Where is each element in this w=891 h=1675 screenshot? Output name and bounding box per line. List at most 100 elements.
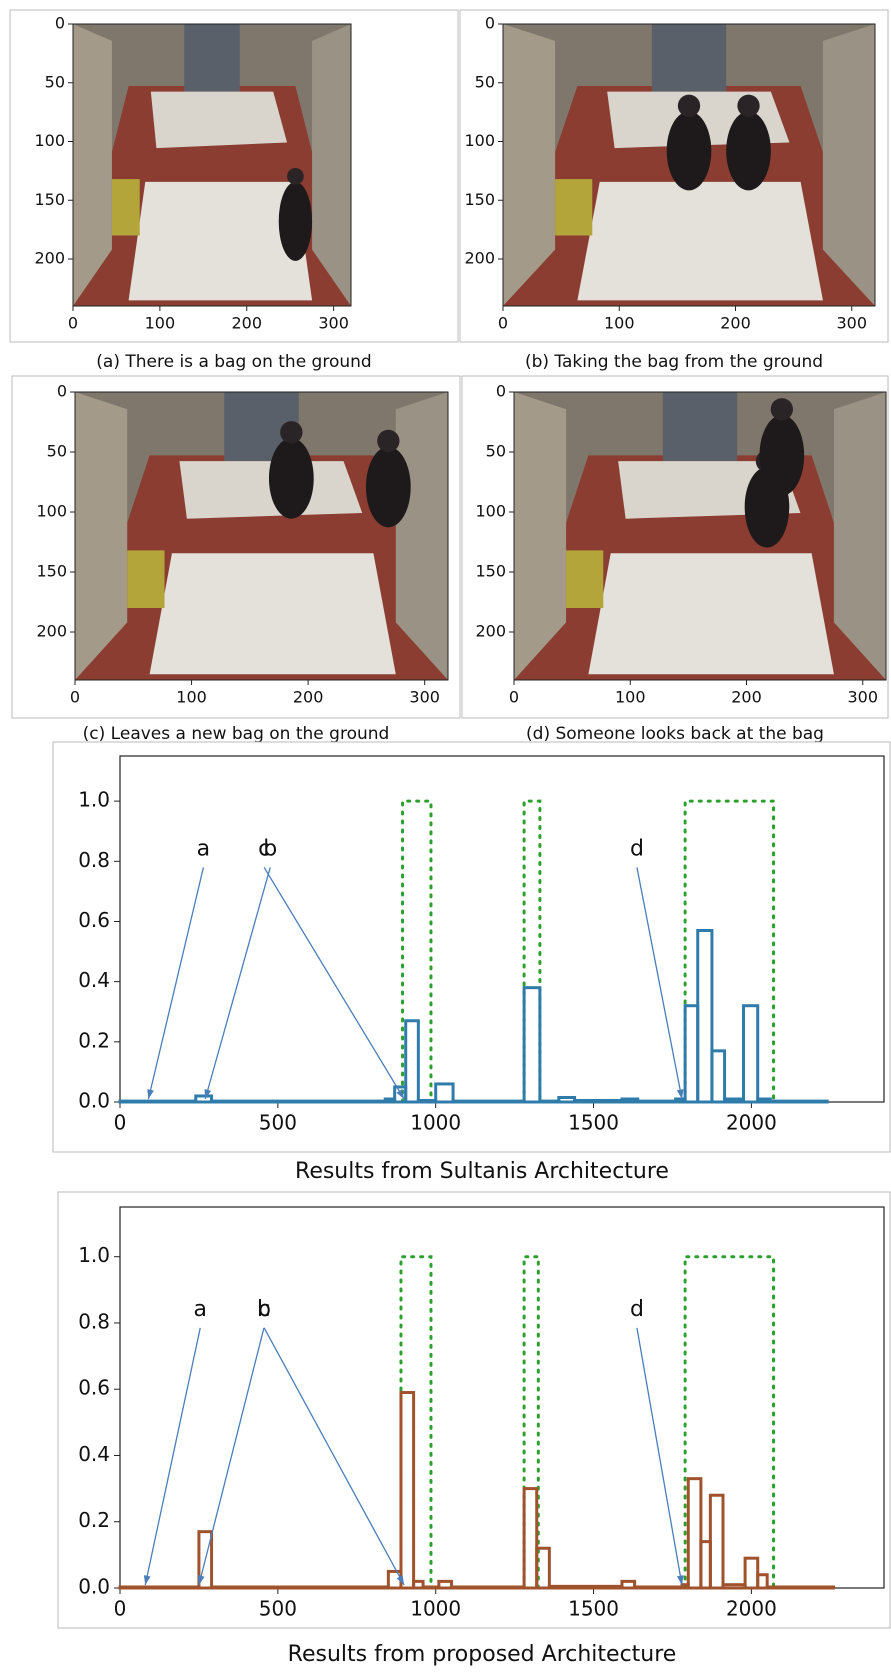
annotation-label: d — [630, 836, 644, 861]
chart-frame — [53, 742, 890, 1152]
annotation-arrow — [264, 1328, 404, 1585]
photo-head — [287, 168, 304, 185]
x-tick-label: 2000 — [726, 1111, 777, 1135]
photo-head — [377, 430, 399, 452]
x-tick-label: 100 — [145, 314, 176, 333]
annotation-label: a — [197, 836, 210, 861]
photo-door — [652, 24, 726, 92]
hist-bin — [685, 1006, 698, 1102]
photo-bin — [555, 179, 592, 235]
photo-bin — [112, 179, 140, 235]
y-tick-label: 0.0 — [78, 1089, 110, 1113]
y-tick-label: 0.4 — [78, 1442, 110, 1466]
hist-bin — [635, 1587, 682, 1588]
hist-bin — [401, 1393, 414, 1588]
hist-bin — [212, 1101, 386, 1102]
annotation-arrow — [264, 867, 404, 1099]
x-tick-label: 1500 — [568, 1597, 619, 1621]
photo-person — [279, 182, 312, 261]
hist-bin — [524, 988, 540, 1102]
photo-person — [269, 438, 314, 519]
photo-door — [663, 392, 737, 461]
caption: (c) Leaves a new bag on the ground — [83, 724, 390, 744]
y-tick-label: 200 — [464, 249, 495, 268]
y-tick-label: 0.4 — [78, 968, 110, 992]
y-tick-label: 0.8 — [78, 1309, 110, 1333]
photo-mat — [588, 553, 834, 674]
annotation-label: a — [194, 1297, 207, 1322]
y-tick-label: 200 — [34, 249, 65, 268]
photo-head — [737, 95, 759, 117]
hist-bin — [524, 1489, 537, 1588]
y-tick-label: 200 — [475, 622, 506, 641]
hist-bin — [540, 1101, 559, 1102]
hist-bin — [436, 1084, 453, 1102]
hist-bin — [120, 1587, 199, 1588]
photo-mat — [577, 182, 823, 300]
hist-bin — [196, 1096, 212, 1102]
y-tick-label: 50 — [486, 442, 506, 461]
photo — [73, 24, 351, 306]
caption: (a) There is a bag on the ground — [96, 352, 371, 372]
region-box — [685, 1257, 773, 1588]
x-tick-label: 0 — [498, 314, 508, 333]
hist-bin — [712, 1051, 725, 1102]
hist-bin — [698, 931, 712, 1102]
annotation-label: d — [630, 1297, 644, 1322]
y-tick-label: 0 — [55, 14, 65, 33]
page: 0 100 200 300 0 50 100 150 200 (a) There is a bag… — [0, 0, 891, 1675]
hist-bin — [767, 1587, 833, 1588]
x-tick-label: 1000 — [410, 1111, 461, 1135]
photo-head — [678, 95, 700, 117]
hist-bin — [575, 1100, 622, 1102]
y-tick-label: 0.2 — [78, 1028, 110, 1052]
x-tick-label: 200 — [731, 688, 762, 707]
hist-bin — [770, 1101, 827, 1102]
annotation-arrow — [199, 1328, 264, 1585]
y-tick-label: 150 — [475, 562, 506, 581]
caption: (b) Taking the bag from the ground — [525, 352, 823, 372]
hist-bin — [439, 1581, 452, 1588]
hist-bin — [559, 1097, 575, 1102]
x-axis-title: Results from proposed Architecture — [288, 1642, 677, 1667]
y-tick-label: 0.8 — [78, 848, 110, 872]
hist-bin — [688, 1479, 701, 1588]
hist-bin — [549, 1586, 622, 1588]
y-tick-label: 150 — [34, 190, 65, 209]
y-tick-label: 0.2 — [78, 1508, 110, 1532]
photo-person — [760, 415, 805, 496]
annotation-arrow — [205, 867, 270, 1099]
hist-bin — [622, 1581, 635, 1588]
photo-person — [667, 111, 712, 190]
hist-bin — [744, 1006, 758, 1102]
hist-bin — [723, 1585, 745, 1588]
annotation-arrow — [637, 867, 682, 1099]
y-tick-label: 50 — [47, 442, 67, 461]
hist-bin — [710, 1495, 723, 1588]
plot-area — [120, 1207, 884, 1588]
x-tick-label: 100 — [615, 688, 646, 707]
y-tick-label: 50 — [475, 72, 495, 91]
x-tick-label: 300 — [409, 688, 440, 707]
x-tick-label: 300 — [847, 688, 878, 707]
photo-door — [184, 24, 240, 92]
x-tick-label: 1500 — [568, 1111, 619, 1135]
photo-mat — [150, 553, 396, 674]
region-box — [524, 801, 540, 1102]
x-tick-label: 0 — [114, 1597, 127, 1621]
region-box — [401, 1257, 431, 1588]
hist-bin — [451, 1587, 524, 1588]
photo — [514, 392, 886, 680]
hist-bin — [758, 1099, 771, 1102]
photo-person — [366, 447, 411, 528]
y-tick-label: 100 — [34, 131, 65, 150]
x-tick-label: 0 — [114, 1111, 127, 1135]
y-tick-label: 1.0 — [78, 1243, 110, 1267]
x-tick-label: 500 — [259, 1111, 297, 1135]
y-tick-label: 0 — [57, 382, 67, 401]
photo-back-floor — [151, 92, 287, 148]
x-tick-label: 1000 — [410, 1597, 461, 1621]
arrow-head — [144, 1575, 151, 1585]
hist-bin — [423, 1587, 439, 1588]
x-tick-label: 0 — [70, 688, 80, 707]
